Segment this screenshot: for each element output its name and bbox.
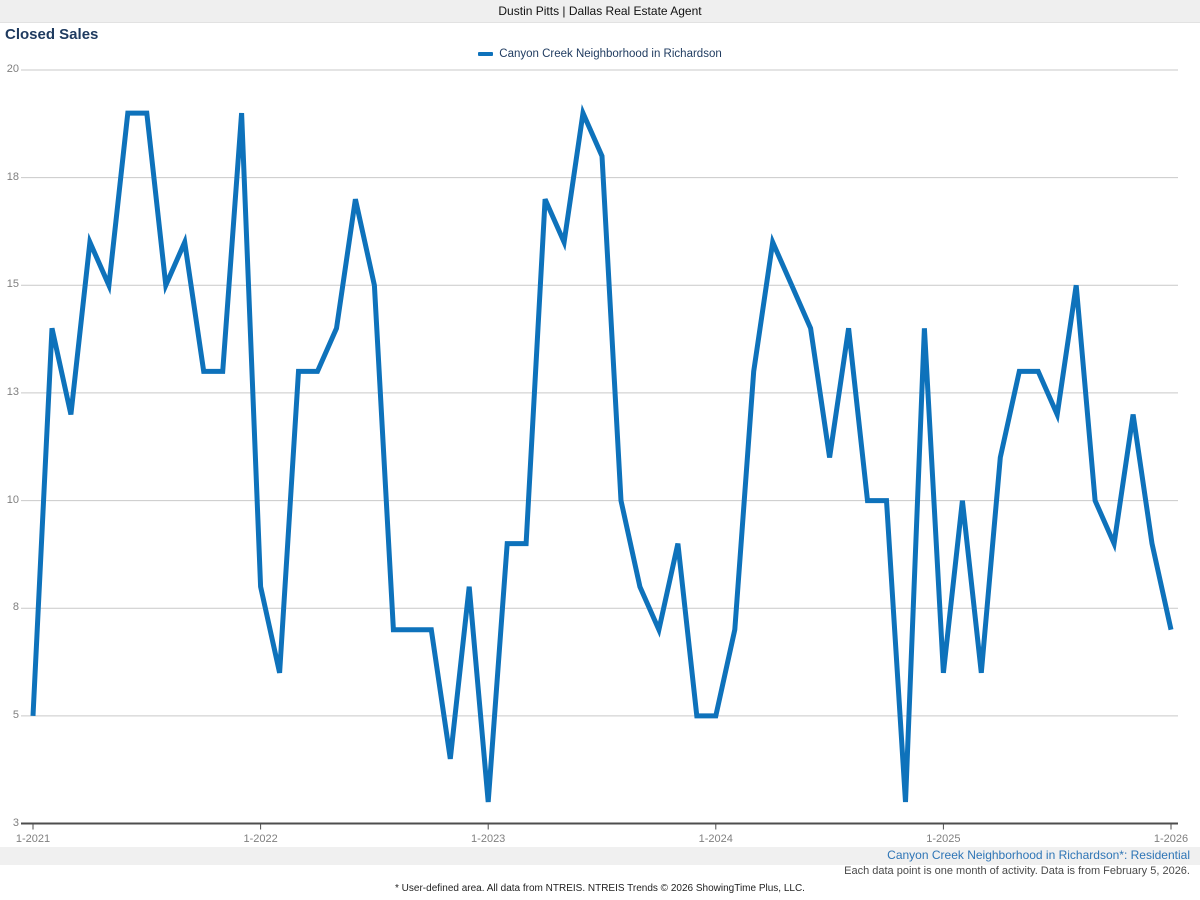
series-caption: Canyon Creek Neighborhood in Richardson*… (887, 848, 1190, 862)
page-title: Closed Sales (5, 26, 99, 43)
data-note: Each data point is one month of activity… (844, 865, 1190, 877)
site-header: Dustin Pitts | Dallas Real Estate Agent (0, 0, 1200, 23)
caption-band (0, 847, 1200, 865)
footer-disclaimer: * User-defined area. All data from NTREI… (395, 883, 805, 894)
closed-sales-series-line (30, 104, 1174, 803)
legend: Canyon Creek Neighborhood in Richardson (0, 48, 1200, 60)
legend-line-swatch (478, 52, 494, 56)
legend-label: Canyon Creek Neighborhood in Richardson (499, 48, 722, 60)
